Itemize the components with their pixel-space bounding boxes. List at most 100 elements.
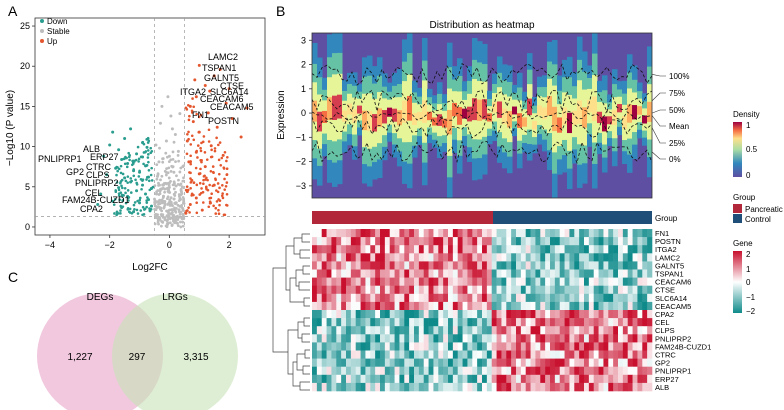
gene-cell <box>608 293 614 303</box>
group-legend: Group Pancreatic Control <box>733 193 783 224</box>
density-strip <box>632 105 638 120</box>
gene-cell <box>316 293 323 303</box>
point-down <box>145 145 149 149</box>
gene-cell <box>603 326 609 335</box>
gene-cell <box>486 293 493 303</box>
gene-cell <box>618 350 624 359</box>
gene-cell <box>491 310 497 319</box>
point-up <box>194 166 198 170</box>
gene-cell <box>501 237 507 246</box>
gene-cell <box>414 366 420 376</box>
point-stable <box>174 190 177 194</box>
point-up <box>203 174 206 178</box>
gene-cell <box>346 334 352 343</box>
gene-cell <box>452 366 459 376</box>
gene-cell <box>346 285 352 295</box>
gene-cell <box>326 318 332 327</box>
quantile-line <box>312 140 652 165</box>
gene-cell <box>574 326 580 335</box>
point-up <box>206 111 210 115</box>
gene-cell <box>482 269 488 278</box>
gene-cell <box>574 285 580 295</box>
gene-cell <box>511 277 517 286</box>
point-up <box>197 130 201 134</box>
gene-cell <box>598 350 604 359</box>
gene-cell <box>389 334 395 343</box>
gene-cell <box>588 374 595 384</box>
gene-cell <box>423 269 429 278</box>
gene-cell <box>462 342 468 351</box>
quantile-label: Mean <box>669 122 689 131</box>
gene-cell <box>360 326 366 335</box>
gene-cell <box>627 374 633 384</box>
gene-cell <box>414 245 420 254</box>
density-strip <box>372 114 378 132</box>
gene-cell <box>637 301 643 311</box>
gene-cell <box>579 326 585 335</box>
gene-cell <box>404 269 410 278</box>
gene-cell <box>593 342 599 351</box>
point-up <box>221 196 225 200</box>
gene-cell <box>389 318 395 327</box>
gene-cell <box>428 245 434 254</box>
density-title: Distribution as heatmap <box>429 20 534 31</box>
point-up <box>213 147 217 150</box>
density-strip <box>572 110 578 125</box>
gene-cell <box>540 301 546 311</box>
gene-cell <box>477 366 483 376</box>
gene-cell <box>389 261 395 270</box>
gene-cell <box>530 245 536 254</box>
point-stable <box>155 177 159 181</box>
gene-cell <box>486 318 493 327</box>
gene-cell <box>618 229 624 238</box>
gene-cell <box>520 293 527 303</box>
gene-cell <box>525 261 531 270</box>
gene-cell <box>598 293 604 303</box>
gene-cell <box>438 253 444 262</box>
gene-cell <box>384 350 391 359</box>
gene-row-label: CLPS <box>655 326 675 335</box>
gene-cell <box>535 293 541 303</box>
group-bar-pancreatic <box>312 211 493 224</box>
gene-cell <box>535 301 541 311</box>
gene-cell <box>375 301 381 311</box>
gene-cell <box>399 318 405 327</box>
gene-cell <box>627 293 633 303</box>
point-stable <box>173 194 177 197</box>
gene-cell <box>321 293 327 303</box>
gene-cell <box>535 382 541 392</box>
point-stable <box>178 196 182 200</box>
density-strip <box>457 107 463 125</box>
gene-cell <box>525 382 531 392</box>
gene-cell <box>482 366 488 376</box>
gene-cell <box>511 261 517 270</box>
gene-cell <box>506 229 512 238</box>
x-tick-label: 0 <box>167 240 172 250</box>
gene-cell <box>462 358 468 367</box>
gene-row-label: ALB <box>655 383 669 392</box>
point-up <box>195 149 198 153</box>
point-stable <box>170 127 174 131</box>
density-strip <box>542 107 548 120</box>
gene-cell <box>545 293 551 303</box>
gene-cell <box>506 245 512 254</box>
gene-row-label: ITGA2 <box>655 245 677 254</box>
point-down <box>141 140 145 144</box>
gene-cell <box>316 285 323 295</box>
point-up <box>205 158 209 161</box>
gene-cell <box>506 326 512 335</box>
gene-cell <box>409 253 415 262</box>
gene-cell <box>316 261 323 270</box>
gene-cell <box>545 301 551 311</box>
gene-cell <box>394 382 400 392</box>
gene-cell <box>516 229 522 238</box>
gene-cell <box>501 334 507 343</box>
point-up <box>192 105 196 109</box>
group-legend-control-swatch <box>733 214 742 223</box>
gene-cell <box>613 285 619 295</box>
point-up <box>224 101 228 105</box>
gene-cell <box>482 293 488 303</box>
volcano-xlabel: Log2FC <box>132 262 168 273</box>
gene-cell <box>520 229 527 238</box>
